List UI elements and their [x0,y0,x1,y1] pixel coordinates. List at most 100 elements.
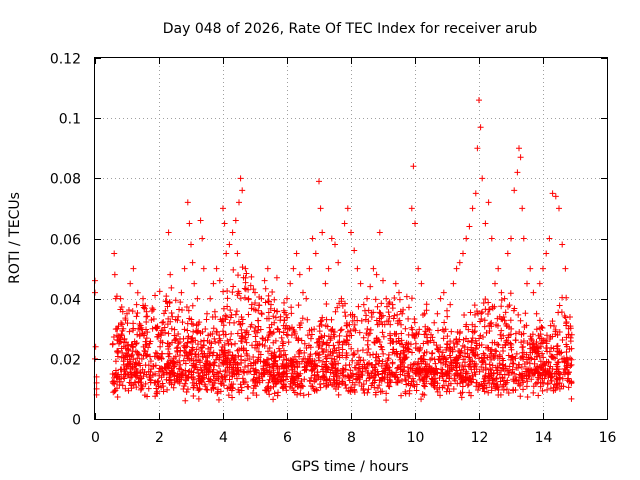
data-point [567,355,574,362]
data-point [563,294,570,301]
data-point [121,335,128,342]
data-point [120,361,127,368]
data-point [547,322,554,329]
data-point [335,339,342,346]
data-point [472,371,479,378]
data-point [197,378,204,385]
data-point [503,339,510,346]
data-point [395,364,402,371]
data-point [363,365,370,372]
data-point [234,347,241,354]
data-point [271,375,278,382]
data-point [406,390,413,397]
data-point [189,339,196,346]
data-point [471,311,478,318]
data-point [175,331,182,338]
data-point [274,369,281,376]
data-point [537,364,544,371]
data-point [517,154,524,161]
data-point [355,373,362,380]
data-point [271,390,278,397]
data-point [269,330,276,337]
data-point [500,386,507,393]
data-point [235,288,242,295]
data-point [210,384,217,391]
data-point [184,320,191,327]
data-point [332,365,339,372]
data-point [398,321,405,328]
data-point [276,353,283,360]
data-point [234,375,241,382]
data-point [385,309,392,316]
data-point [497,378,504,385]
data-point [258,311,265,318]
data-point [553,343,560,350]
data-point [498,327,505,334]
data-point [352,364,359,371]
data-point [251,328,258,335]
data-point [417,366,424,373]
data-point [167,357,174,364]
data-point [313,386,320,393]
data-point [462,323,469,330]
data-point [167,271,174,278]
data-point [152,349,159,356]
data-point [144,351,151,358]
data-point [196,359,203,366]
data-point [264,265,271,272]
data-point [159,350,166,357]
data-point [252,359,259,366]
data-point [351,313,358,320]
data-point [327,369,334,376]
data-point [510,386,517,393]
data-point [383,360,390,367]
data-point [411,316,418,323]
data-point [232,340,239,347]
data-point [303,295,310,302]
data-point [365,345,372,352]
data-point [237,295,244,302]
data-point [538,324,545,331]
data-point [348,332,355,339]
data-point [432,360,439,367]
data-point [190,384,197,391]
data-point [399,310,406,317]
data-point [224,295,231,302]
y-tick-label: 0.12 [50,52,81,68]
data-point [412,220,418,227]
data-point [234,330,241,337]
data-point [495,392,502,399]
data-point [378,300,385,307]
data-point [265,309,272,316]
data-point [461,350,468,357]
data-point [519,353,526,360]
data-point [248,301,255,308]
data-point [242,357,249,364]
data-point [130,265,137,272]
data-point [545,373,552,380]
y-tick-label: 0.1 [59,112,81,128]
data-point [469,205,476,212]
data-point [516,371,523,378]
data-point [142,341,149,348]
data-point [488,367,495,374]
data-point [255,323,262,330]
data-point [244,383,251,390]
data-point [318,345,325,352]
data-point [373,335,380,342]
data-point [438,366,445,373]
data-point [343,349,350,356]
data-point [227,314,234,321]
data-point [270,396,277,403]
data-point [335,391,342,398]
data-point [502,365,509,372]
data-point [510,360,517,367]
data-point [189,346,196,353]
data-point [147,358,154,365]
data-point [141,330,148,337]
data-point [122,385,129,392]
data-point [400,367,407,374]
data-point [144,393,151,400]
data-point [110,389,117,396]
